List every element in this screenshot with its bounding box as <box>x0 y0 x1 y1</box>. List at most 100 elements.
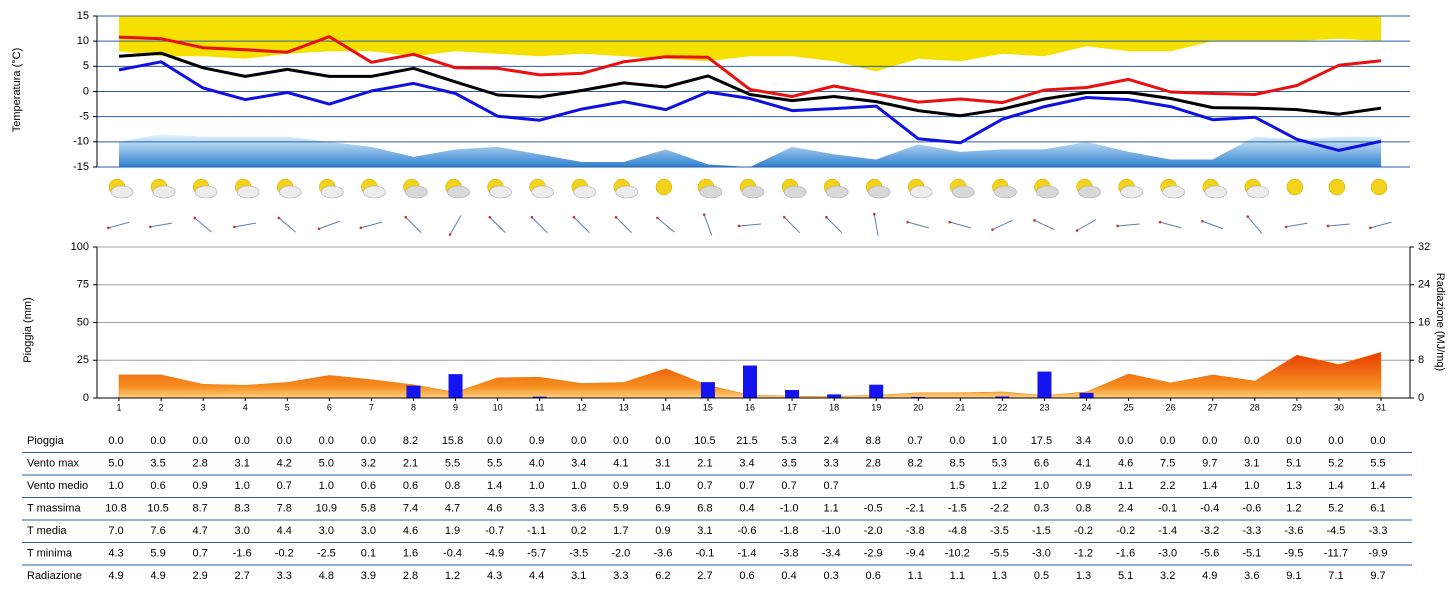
table-cell: 3.5 <box>150 457 165 469</box>
table-cell: 0.0 <box>950 435 965 447</box>
table-cell: 0.7 <box>277 480 292 492</box>
table-cell: 0.0 <box>277 435 292 447</box>
table-cell: 4.9 <box>108 570 123 582</box>
table-cell: 8.5 <box>950 457 965 469</box>
wind-head <box>572 215 576 219</box>
wind-arrow <box>1370 221 1392 229</box>
wind-arrow <box>108 221 130 229</box>
wind-arrow <box>907 221 930 229</box>
wind-arrow <box>992 219 1013 231</box>
table-cell: 3.2 <box>361 457 376 469</box>
table-cell: 3.1 <box>235 457 250 469</box>
wind-arrow <box>278 217 297 233</box>
table-cell: 6.2 <box>655 570 670 582</box>
y2-tick-label: 0 <box>1418 392 1424 404</box>
table-cell: 3.5 <box>781 457 796 469</box>
table-cell: 0.2 <box>571 525 586 537</box>
table-cell: 6.6 <box>1034 457 1049 469</box>
table-cell: 1.9 <box>445 525 460 537</box>
weather-cloud <box>1120 185 1143 199</box>
table-cell: 0.7 <box>823 480 838 492</box>
table-cell: 0.4 <box>739 502 754 514</box>
table-cell: 1.6 <box>403 547 418 559</box>
x-tick-label: 19 <box>871 402 881 412</box>
table-cell: -3.6 <box>1284 525 1303 537</box>
wind-arrow <box>738 223 762 227</box>
wind-head <box>1246 215 1250 218</box>
x-tick-label: 12 <box>577 402 587 412</box>
table-cell: -3.8 <box>780 547 799 559</box>
x-tick-label: 13 <box>619 402 629 412</box>
table-cell: 5.2 <box>1328 457 1343 469</box>
table-cell: -1.8 <box>780 525 799 537</box>
x-tick-label: 8 <box>411 402 416 412</box>
table-cell: 0.0 <box>108 435 123 447</box>
table-cell: -1.1 <box>527 525 546 537</box>
rain-bar <box>406 385 421 398</box>
table-cell: 1.0 <box>1034 480 1049 492</box>
wind-head <box>1158 220 1162 224</box>
table-cell: -0.7 <box>485 525 504 537</box>
table-cell: 10.9 <box>316 502 337 514</box>
x-tick-label: 1 <box>116 402 121 412</box>
table-cell: -9.5 <box>1284 547 1303 559</box>
table-cell: 0.0 <box>319 435 334 447</box>
x-tick-label: 26 <box>1166 402 1176 412</box>
table-cell: 1.0 <box>992 435 1007 447</box>
table-cell: 0.0 <box>571 435 586 447</box>
table-cell: -2.5 <box>317 547 336 559</box>
weather-cloud <box>1162 185 1185 199</box>
table-cell: 9.1 <box>1286 570 1301 582</box>
table-cell: 0.5 <box>1034 570 1049 582</box>
table-cell: -3.3 <box>1242 525 1261 537</box>
table-cell: -1.6 <box>1116 547 1135 559</box>
table-cell: 8.7 <box>192 502 207 514</box>
x-tick-label: 22 <box>997 402 1007 412</box>
table-cell: 1.5 <box>950 480 965 492</box>
weather-cloud <box>321 185 344 199</box>
x-tick-label: 10 <box>493 402 503 412</box>
wind-head <box>906 220 909 224</box>
table-cell: -0.4 <box>443 547 462 559</box>
weather-cloud <box>489 185 512 199</box>
table-cell: 0.8 <box>445 480 460 492</box>
table-cell: 4.2 <box>277 457 292 469</box>
wind-head <box>317 227 321 231</box>
x-tick-label: 23 <box>1039 402 1049 412</box>
table-cell: 0.9 <box>529 435 544 447</box>
table-cell: -2.1 <box>906 502 925 514</box>
table-cell: 2.4 <box>1118 502 1133 514</box>
x-tick-label: 11 <box>535 402 544 412</box>
table-cell: 3.3 <box>529 502 544 514</box>
weather-cloud <box>152 185 176 199</box>
table-cell: 1.4 <box>1202 480 1217 492</box>
wind-arrow <box>1285 222 1308 228</box>
rain-bar <box>785 389 800 398</box>
wind-head <box>277 216 281 220</box>
table-cell: 0.8 <box>1076 502 1091 514</box>
y2-axis-title: Radiazione (MJ/mq) <box>1434 273 1446 371</box>
table-cell: 15.8 <box>442 435 463 447</box>
table-cell: 8.2 <box>908 457 923 469</box>
table-cell: 4.1 <box>1076 457 1091 469</box>
weather-cloud <box>952 185 975 199</box>
wind-arrow <box>360 221 383 229</box>
table-cell: 9.7 <box>1202 457 1217 469</box>
table-cell: -11.7 <box>1324 547 1348 559</box>
table-cell: 1.4 <box>1370 480 1385 492</box>
table-cell: -1.0 <box>822 525 841 537</box>
wind-head <box>872 212 876 216</box>
y2-tick-label: 16 <box>1418 316 1430 328</box>
table-cell: -5.6 <box>1200 547 1219 559</box>
table-cell: 1.1 <box>908 570 923 582</box>
table-cell: 6.1 <box>1370 502 1385 514</box>
table-cell: 7.5 <box>1160 457 1175 469</box>
table-cell: -1.6 <box>233 547 252 559</box>
table-cell: -0.5 <box>864 502 883 514</box>
table-cell: 2.9 <box>192 570 207 582</box>
x-tick-label: 9 <box>453 402 458 412</box>
table-cell: 5.9 <box>613 502 628 514</box>
table-cell: 0.3 <box>1034 502 1049 514</box>
row-label: T media <box>27 525 67 537</box>
table-cell: 8.2 <box>403 435 418 447</box>
